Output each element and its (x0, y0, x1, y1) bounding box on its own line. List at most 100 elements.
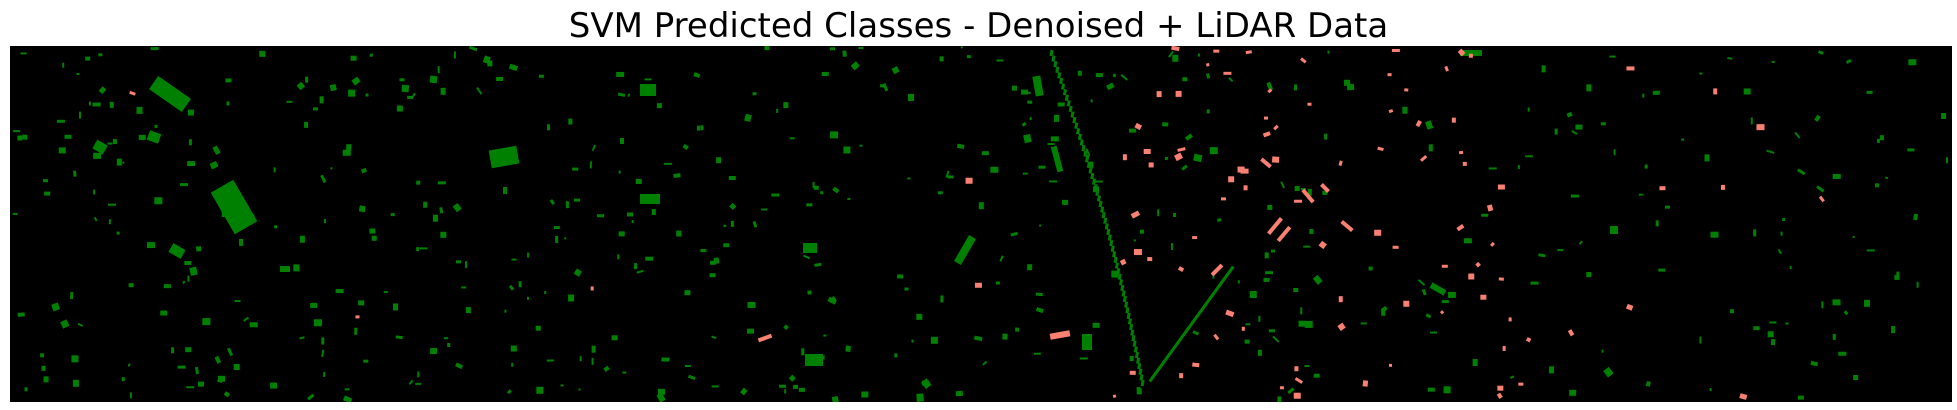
green-pixel (813, 185, 819, 190)
green-pixel (395, 335, 403, 340)
green-pixel (296, 81, 306, 91)
green-pixel (510, 345, 517, 352)
green-pixel (1023, 133, 1032, 144)
green-path-segment (1133, 346, 1138, 353)
green-pixel (354, 327, 358, 335)
salmon-pixel (1456, 224, 1465, 232)
green-path-segment (1130, 329, 1135, 336)
green-pixel (453, 51, 456, 59)
green-pixel (1777, 248, 1782, 255)
green-pixel (416, 180, 421, 185)
green-pixel (1264, 252, 1269, 259)
green-pixel (416, 247, 420, 252)
green-pixel (1916, 281, 1919, 288)
green-pixel (225, 78, 232, 83)
green-pixel (348, 89, 356, 97)
green-pixel (761, 208, 768, 211)
green-pixel (93, 152, 102, 159)
green-pixel (716, 157, 722, 164)
green-pixel (1743, 88, 1751, 95)
green-pixel (945, 170, 950, 178)
green-pixel (346, 144, 352, 152)
green-pixel (323, 371, 326, 377)
green-pixel (711, 335, 717, 340)
green-pixel (1613, 149, 1616, 156)
salmon-pixel (1388, 363, 1393, 367)
green-pixel (417, 371, 420, 378)
green-pixel (1447, 291, 1456, 298)
green-pixel (182, 280, 186, 285)
green-path-segment (1100, 206, 1105, 213)
salmon-pixel (1818, 195, 1825, 203)
green-pixel (859, 144, 863, 147)
green-pixel (1298, 320, 1306, 327)
green-pixel (399, 78, 405, 82)
green-pixel (299, 235, 305, 243)
green-pixel (1907, 148, 1915, 152)
green-pixel (60, 319, 70, 329)
green-pixel (579, 356, 582, 362)
green-path-segment (1090, 172, 1095, 180)
green-pixel (1209, 147, 1218, 155)
green-pixel (1771, 60, 1775, 63)
green-pixel (911, 339, 914, 343)
salmon-pixel (1213, 49, 1220, 53)
green-pixel (1322, 190, 1328, 195)
green-pixel (821, 71, 829, 76)
green-pixel (1603, 366, 1614, 378)
green-pixel (108, 203, 117, 206)
salmon-pixel (1300, 57, 1307, 64)
green-path-segment (1101, 211, 1106, 219)
green-pixel (764, 46, 770, 51)
salmon-pixel (1625, 303, 1634, 311)
green-path-segment (1062, 88, 1067, 96)
green-pixel (1033, 352, 1041, 355)
green-pixel (1866, 90, 1873, 94)
green-path-segment (1114, 262, 1119, 269)
green-pixel (1300, 307, 1303, 315)
green-path-segment (1113, 256, 1118, 264)
green-pixel (358, 300, 365, 306)
green-path-segment (1088, 167, 1093, 174)
green-pixel (1569, 389, 1577, 396)
salmon-pixel (1294, 199, 1303, 203)
salmon-pixel (1245, 50, 1252, 55)
green-pixel (329, 84, 337, 92)
green-path-segment (1072, 116, 1077, 124)
green-pixel (1192, 330, 1200, 336)
green-pixel (564, 237, 567, 240)
green-pixel (1908, 59, 1917, 66)
green-pixel (185, 347, 192, 353)
green-pixel (1022, 172, 1028, 175)
green-pixel (239, 238, 244, 246)
green-pixel (401, 84, 410, 93)
green-pixel (1265, 271, 1274, 275)
green-pixel (1609, 55, 1616, 58)
salmon-pixel (1497, 385, 1504, 391)
green-pixel (1139, 229, 1144, 234)
green-pixel (432, 214, 438, 222)
green-pixel (1753, 229, 1757, 237)
salmon-pixel (1294, 377, 1304, 384)
salmon-pixel (1264, 116, 1269, 120)
green-pixel (1652, 90, 1660, 95)
green-pixel (626, 212, 633, 217)
green-pixel (72, 379, 79, 387)
green-pixel (1750, 117, 1753, 125)
salmon-pixel (1213, 333, 1220, 341)
green-pixel (79, 111, 82, 119)
green-pixel (342, 395, 353, 402)
map-background (10, 46, 1952, 402)
green-pixel (274, 225, 278, 229)
green-pixel (1699, 336, 1702, 344)
green-pixel (1381, 310, 1386, 316)
green-pixel (814, 262, 822, 267)
green-pixel (747, 301, 756, 308)
green-region (1082, 334, 1092, 350)
green-pixel (879, 84, 886, 88)
green-pixel (44, 191, 51, 196)
green-pixel (1481, 213, 1489, 217)
green-pixel (798, 387, 805, 392)
green-pixel (121, 377, 125, 382)
green-pixel (1025, 91, 1031, 94)
